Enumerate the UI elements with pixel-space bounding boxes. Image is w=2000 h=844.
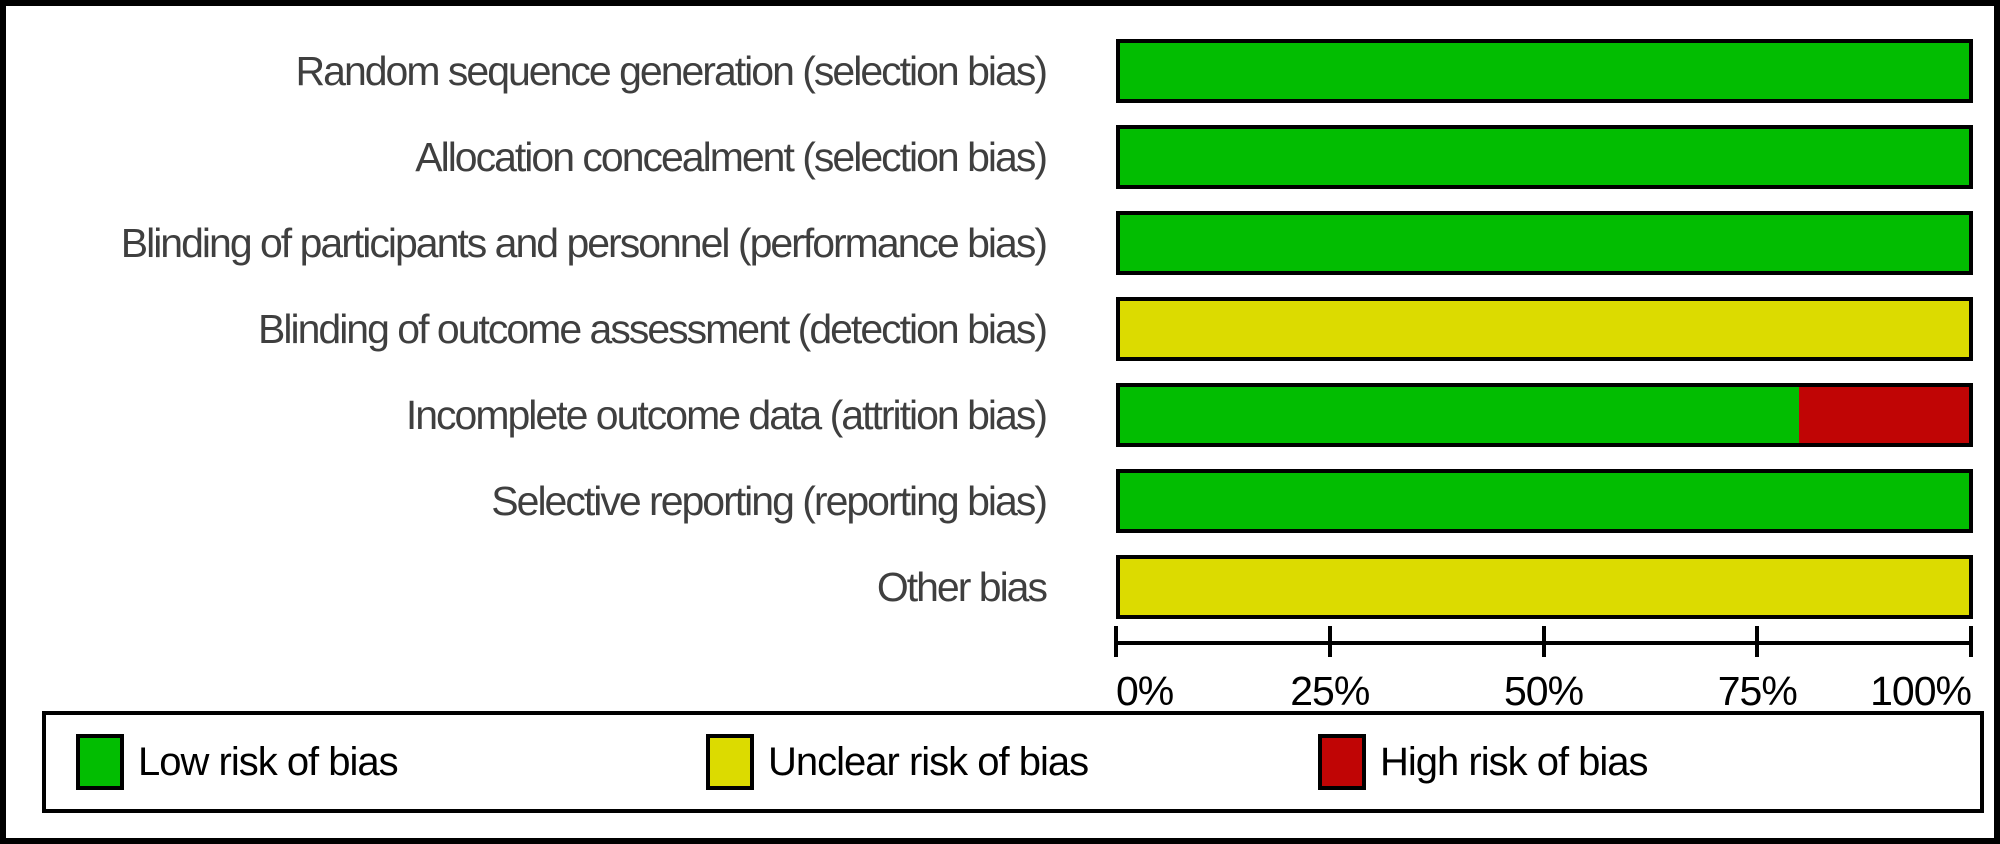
chart-row: Random sequence generation (selection bi… bbox=[6, 28, 1994, 114]
axis-tick-label: 75% bbox=[1717, 668, 1798, 714]
bar bbox=[1116, 383, 1973, 447]
chart-row: Incomplete outcome data (attrition bias) bbox=[6, 372, 1994, 458]
row-label: Incomplete outcome data (attrition bias) bbox=[405, 391, 1048, 438]
bar bbox=[1116, 297, 1973, 361]
axis-tick-label: 25% bbox=[1290, 668, 1370, 714]
legend-swatch-low-risk bbox=[76, 734, 124, 790]
axis-tick-label: 0% bbox=[1116, 668, 1174, 714]
row-label: Allocation concealment (selection bias) bbox=[415, 133, 1048, 180]
axis-tick bbox=[1969, 626, 1973, 657]
chart-row: Allocation concealment (selection bias) bbox=[6, 114, 1994, 200]
chart-row: Other bias bbox=[6, 544, 1994, 630]
bar-segment-low bbox=[1120, 473, 1969, 529]
row-label: Random sequence generation (selection bi… bbox=[295, 47, 1048, 94]
legend-item: Unclear risk of bias bbox=[706, 715, 1089, 809]
row-label: Blinding of participants and personnel (… bbox=[120, 219, 1048, 266]
legend-swatch-high-risk bbox=[1318, 734, 1366, 790]
bar bbox=[1116, 125, 1973, 189]
axis-tick bbox=[1541, 626, 1546, 657]
bar bbox=[1116, 469, 1973, 533]
bar bbox=[1116, 211, 1973, 275]
axis-tick bbox=[1327, 626, 1332, 657]
row-label: Blinding of outcome assessment (detectio… bbox=[258, 305, 1048, 352]
chart-row: Blinding of participants and personnel (… bbox=[6, 200, 1994, 286]
legend-label: High risk of bias bbox=[1380, 739, 1649, 784]
bar-segment-low bbox=[1120, 387, 1800, 443]
row-label: Selective reporting (reporting bias) bbox=[491, 477, 1048, 524]
legend-label: Unclear risk of bias bbox=[768, 739, 1089, 784]
x-axis: 0% 25% 50% 75% 100% bbox=[1114, 623, 1973, 733]
chart-row: Blinding of outcome assessment (detectio… bbox=[6, 286, 1994, 372]
legend-item: High risk of bias bbox=[1318, 715, 1649, 809]
bar-segment-unclear bbox=[1120, 559, 1969, 615]
legend-swatch-unclear-risk bbox=[706, 734, 754, 790]
chart-rows: Random sequence generation (selection bi… bbox=[6, 28, 1994, 630]
bar-segment-unclear bbox=[1120, 301, 1969, 357]
bar-segment-low bbox=[1120, 129, 1969, 185]
bar bbox=[1116, 39, 1973, 103]
bar-segment-high bbox=[1799, 387, 1969, 443]
chart-row: Selective reporting (reporting bias) bbox=[6, 458, 1994, 544]
legend-item: Low risk of bias bbox=[76, 715, 399, 809]
bar-segment-low bbox=[1120, 43, 1969, 99]
legend: Low risk of bias Unclear risk of bias High… bbox=[42, 711, 1984, 813]
axis-tick-label: 100% bbox=[1870, 668, 1972, 714]
axis-tick bbox=[1755, 626, 1760, 657]
bar bbox=[1116, 555, 1973, 619]
legend-label: Low risk of bias bbox=[138, 739, 399, 784]
row-label: Other bias bbox=[876, 563, 1048, 610]
axis-tick-label: 50% bbox=[1503, 668, 1584, 714]
bar-segment-low bbox=[1120, 215, 1969, 271]
axis-tick bbox=[1114, 626, 1118, 657]
